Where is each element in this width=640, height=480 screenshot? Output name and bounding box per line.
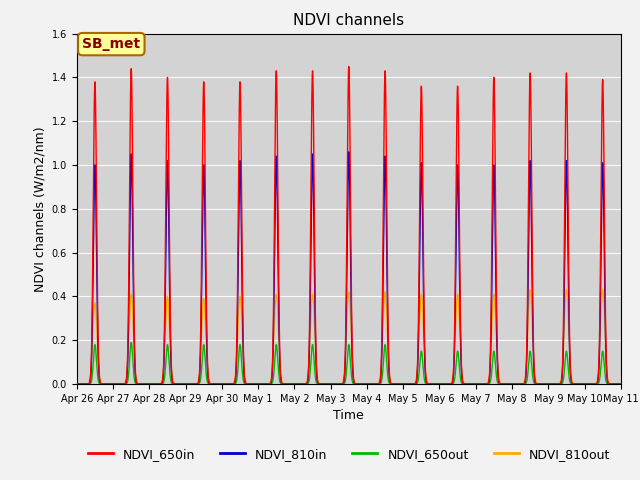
Y-axis label: NDVI channels (W/m2/nm): NDVI channels (W/m2/nm) bbox=[33, 126, 46, 292]
NDVI_650out bbox=[561, 368, 568, 374]
NDVI_810out bbox=[443, 381, 451, 387]
NDVI_650out bbox=[127, 339, 135, 345]
NDVI_810in bbox=[617, 381, 625, 387]
Line: NDVI_650in: NDVI_650in bbox=[77, 66, 621, 384]
NDVI_810out bbox=[561, 322, 568, 327]
NDVI_650out bbox=[617, 381, 625, 387]
NDVI_650out bbox=[243, 381, 251, 387]
NDVI_810in bbox=[345, 149, 353, 155]
NDVI_810in bbox=[457, 343, 465, 348]
NDVI_650out bbox=[443, 381, 451, 387]
NDVI_810out bbox=[407, 381, 415, 387]
NDVI_810out bbox=[526, 287, 534, 293]
NDVI_650out bbox=[280, 381, 287, 387]
NDVI_650out bbox=[457, 377, 465, 383]
NDVI_650in bbox=[561, 244, 568, 250]
Line: NDVI_810in: NDVI_810in bbox=[77, 152, 621, 384]
NDVI_650in bbox=[345, 63, 353, 69]
NDVI_810in bbox=[280, 381, 287, 387]
NDVI_810out bbox=[617, 381, 625, 387]
NDVI_810out bbox=[243, 381, 251, 386]
NDVI_650in bbox=[73, 381, 81, 387]
Text: SB_met: SB_met bbox=[82, 37, 140, 51]
NDVI_650in bbox=[407, 381, 415, 387]
NDVI_650in bbox=[280, 381, 287, 387]
X-axis label: Time: Time bbox=[333, 409, 364, 422]
NDVI_810out bbox=[280, 381, 287, 386]
NDVI_810in bbox=[73, 381, 81, 387]
Legend: NDVI_650in, NDVI_810in, NDVI_650out, NDVI_810out: NDVI_650in, NDVI_810in, NDVI_650out, NDV… bbox=[83, 443, 615, 466]
NDVI_650out bbox=[407, 381, 415, 387]
NDVI_810in bbox=[561, 282, 568, 288]
NDVI_810out bbox=[457, 347, 465, 353]
NDVI_810in bbox=[243, 381, 251, 387]
Line: NDVI_650out: NDVI_650out bbox=[77, 342, 621, 384]
Title: NDVI channels: NDVI channels bbox=[293, 13, 404, 28]
NDVI_650in bbox=[457, 329, 465, 335]
NDVI_650in bbox=[443, 381, 451, 387]
NDVI_650in bbox=[617, 381, 625, 387]
NDVI_650in bbox=[243, 381, 251, 387]
NDVI_810in bbox=[407, 381, 415, 387]
NDVI_810in bbox=[443, 381, 451, 387]
Line: NDVI_810out: NDVI_810out bbox=[77, 290, 621, 384]
NDVI_810out bbox=[73, 381, 81, 387]
NDVI_650out bbox=[73, 381, 81, 387]
